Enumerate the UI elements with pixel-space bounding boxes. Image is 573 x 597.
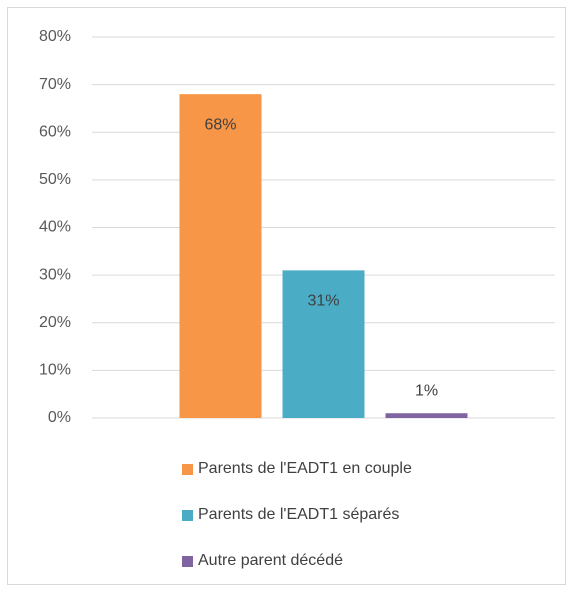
bar — [385, 413, 468, 418]
legend-swatch — [182, 464, 193, 475]
y-tick-label: 70% — [39, 76, 71, 93]
legend-label: Parents de l'EADT1 séparés — [198, 506, 399, 523]
bar — [282, 270, 365, 418]
y-tick-label: 50% — [39, 171, 71, 188]
y-tick-label: 10% — [39, 362, 71, 379]
bar — [179, 94, 262, 419]
data-label: 1% — [415, 382, 438, 399]
legend-label: Parents de l'EADT1 en couple — [198, 460, 412, 477]
data-label: 68% — [204, 116, 236, 133]
legend-swatch — [182, 556, 193, 567]
y-tick-label: 30% — [39, 266, 71, 283]
y-tick-label: 80% — [39, 28, 71, 45]
legend-swatch — [182, 510, 193, 521]
y-tick-label: 40% — [39, 219, 71, 236]
y-tick-label: 0% — [48, 409, 71, 426]
legend-label: Autre parent décédé — [198, 552, 343, 569]
y-tick-label: 20% — [39, 314, 71, 331]
data-label: 31% — [307, 293, 339, 310]
y-tick-label: 60% — [39, 123, 71, 140]
